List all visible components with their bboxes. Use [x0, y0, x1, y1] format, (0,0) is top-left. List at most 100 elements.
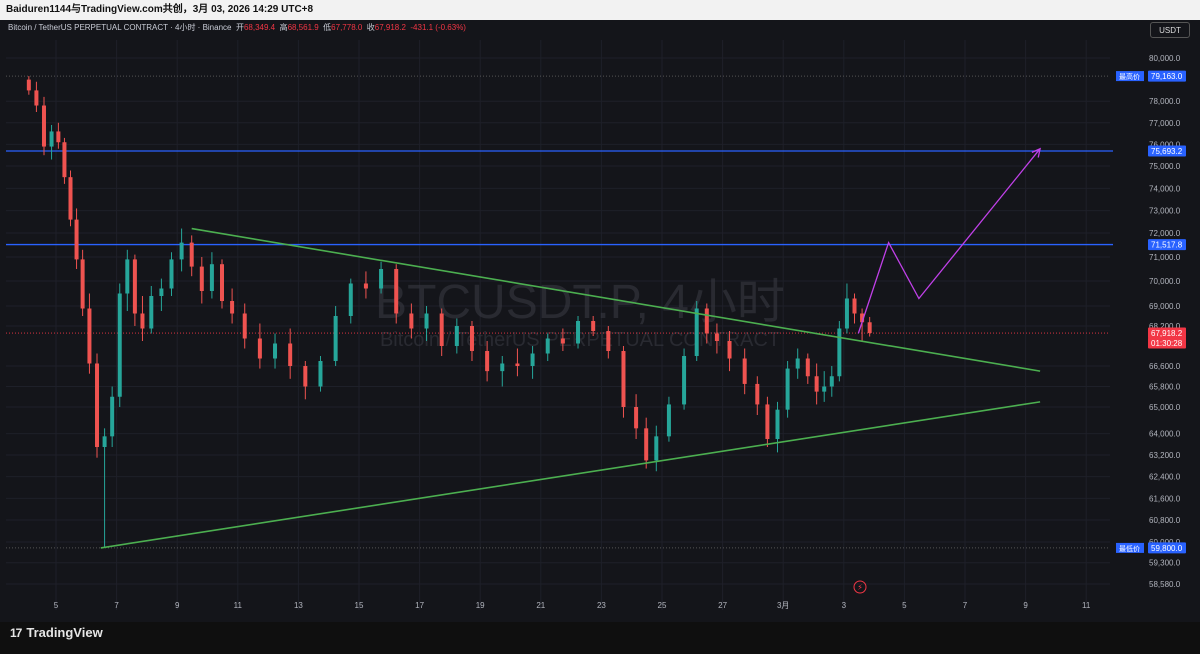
time-tick-label: 25 [658, 601, 667, 610]
price-tick-label: 70,000.0 [1149, 277, 1181, 286]
candle-body [775, 409, 780, 439]
candle [545, 333, 550, 361]
candle-body [409, 313, 414, 329]
high-price-tag-text: 79,163.0 [1151, 72, 1183, 81]
price-tick-label: 75,000.0 [1149, 162, 1181, 171]
price-tick-label: 62,400.0 [1149, 473, 1181, 482]
price-tick-label: 65,000.0 [1149, 403, 1181, 412]
last-price-tag: 67,918.2 [1148, 327, 1186, 339]
candle [829, 366, 834, 397]
candle-body [394, 269, 399, 314]
candle [209, 252, 214, 299]
price-tick-label: 69,000.0 [1149, 302, 1181, 311]
candle-body [41, 105, 46, 147]
candle [273, 333, 278, 369]
high-label-tag-box [1116, 71, 1144, 82]
alert-icon[interactable]: ⚡ [853, 580, 867, 594]
candle-body [454, 326, 459, 346]
candle-body [844, 298, 849, 329]
candle-body [87, 308, 92, 364]
candle-body [694, 308, 699, 356]
candle [95, 353, 100, 458]
candle-body [189, 242, 194, 267]
candle [149, 286, 154, 334]
candle-body [837, 328, 842, 377]
time-tick-label: 23 [597, 601, 606, 610]
legend-high-label: 高 [279, 23, 288, 32]
candle-body [56, 131, 61, 143]
candle [775, 401, 780, 453]
time-tick-label: 21 [536, 601, 545, 610]
tradingview-logo[interactable]: 17 TradingView [10, 625, 103, 640]
price-tick-label: 72,000.0 [1149, 229, 1181, 238]
low-price-tag-box [1148, 542, 1186, 554]
candle [68, 170, 73, 227]
price-tick-label: 80,000.0 [1149, 54, 1181, 63]
candle [363, 271, 368, 299]
low-price-tag: 59,800.0 [1148, 542, 1186, 554]
candle [179, 228, 184, 272]
candle [576, 316, 581, 349]
candle [230, 288, 235, 324]
footer [0, 622, 1200, 654]
candle [140, 296, 145, 341]
time-tick-label: 19 [476, 601, 485, 610]
currency-button[interactable]: USDT [1150, 22, 1190, 38]
candle [220, 259, 224, 309]
candle-body [714, 333, 719, 341]
candle-body [704, 308, 709, 334]
candle-body [814, 376, 819, 392]
price-tick-label: 77,000.0 [1149, 119, 1181, 128]
candle-body [727, 341, 732, 359]
price-tick-label: 74,000.0 [1149, 184, 1181, 193]
candle [439, 308, 444, 356]
candle [454, 318, 459, 354]
high-label-tag-text: 最高价 [1119, 72, 1140, 81]
last-price-tag-box [1148, 327, 1186, 339]
price-tick-label: 73,000.0 [1149, 207, 1181, 216]
candle-body [169, 259, 174, 289]
price-scale: 80,000.0 78,000.0 77,000.0 76,000.0 75,000.0… [1149, 54, 1181, 589]
candle-body [654, 436, 659, 461]
candle-body [242, 313, 247, 339]
candle [814, 363, 819, 405]
price-tick-label: 64,000.0 [1149, 430, 1181, 439]
candle [132, 254, 137, 326]
candle [102, 428, 107, 548]
last-price-tag-text: 67,918.2 [1151, 329, 1183, 338]
candle-body [363, 283, 368, 289]
candle [409, 303, 414, 339]
candle [117, 283, 122, 407]
candle-body [852, 298, 857, 314]
legend-close: 67,918.2 [374, 23, 406, 32]
trendline [191, 227, 1041, 372]
candle-body [795, 358, 800, 369]
time-tick-label: 5 [902, 601, 907, 610]
candle [682, 348, 687, 410]
candle-body [68, 177, 73, 220]
legend-high: 68,561.9 [287, 23, 319, 32]
candle [621, 346, 626, 418]
candle-body [209, 264, 214, 291]
price-tick-label: 78,000.0 [1149, 97, 1181, 106]
low-label-tag-box [1116, 542, 1144, 553]
brand-name: TradingView [26, 625, 103, 640]
candle-body [742, 358, 747, 384]
candle-body [666, 404, 671, 437]
time-tick-label: 13 [294, 601, 303, 610]
candle [125, 249, 130, 311]
candle [606, 326, 611, 359]
candle [852, 293, 857, 324]
candle [654, 425, 659, 472]
legend-open: 68,349.4 [243, 23, 276, 32]
candle [169, 252, 174, 296]
candle [634, 394, 639, 439]
candle [49, 124, 54, 160]
candle-body [755, 383, 760, 405]
svg-text:⚡: ⚡ [857, 583, 863, 592]
upper-level-tag-box [1148, 145, 1186, 157]
price-tick-label: 76,000.0 [1149, 140, 1181, 149]
candle [379, 261, 384, 294]
grid [6, 40, 1110, 610]
